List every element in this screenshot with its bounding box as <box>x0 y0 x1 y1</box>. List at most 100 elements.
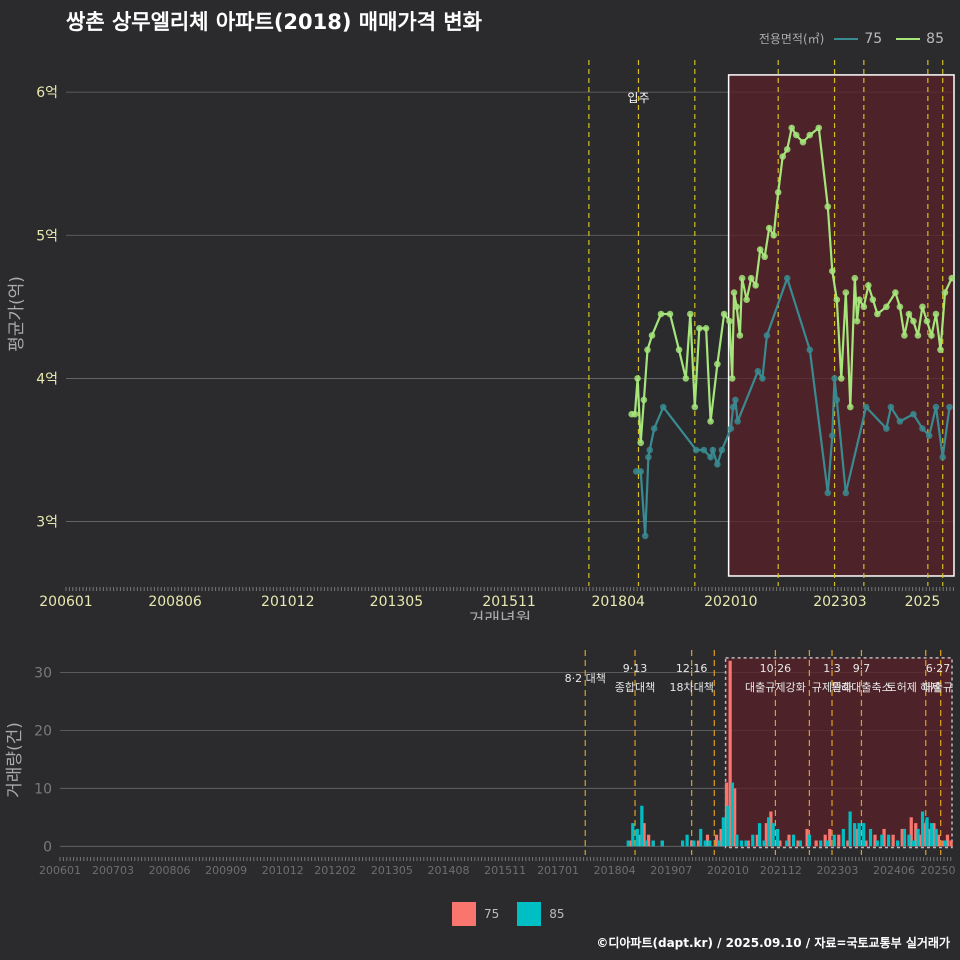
vol-x-tick-label-16: 20250 <box>921 864 956 877</box>
vol-x-tick-label-5: 201202 <box>314 864 356 877</box>
bar-85-31 <box>825 840 830 847</box>
point-75-28 <box>883 425 890 432</box>
point-85-65 <box>948 274 956 282</box>
bar-85-6 <box>660 840 664 847</box>
point-85-57 <box>910 317 917 325</box>
vol-y-axis-title: 거래량(건) <box>5 722 25 798</box>
point-85-24 <box>743 296 750 303</box>
legend-box-label-75: 75 <box>484 907 500 921</box>
bar-85-25 <box>776 828 780 847</box>
vol-x-tick-label-15: 202406 <box>873 864 915 877</box>
point-75-21 <box>806 346 814 354</box>
legend-bottom: 75 85 <box>452 902 583 926</box>
point-85-1 <box>631 410 639 418</box>
annotation-4-0: 1·3 <box>823 662 841 675</box>
vol-x-tick-label-2: 200806 <box>149 864 191 877</box>
bar-75-37 <box>927 828 931 847</box>
bar-85-9 <box>692 840 696 847</box>
price-chart: 3억 4억 5억 6억 입주 200601 200806 201012 201305 201511… <box>7 60 956 620</box>
bar-75-32 <box>900 828 904 847</box>
annotation-3-1: 대출규제강화 <box>745 681 806 694</box>
point-75-17 <box>754 367 762 375</box>
move-in-label: 입주 <box>627 91 649 105</box>
bar-85-32 <box>832 834 836 847</box>
bar-75-35 <box>918 834 922 847</box>
bar-75-22 <box>814 840 818 847</box>
bar-75-41 <box>945 834 950 847</box>
bar-85-45 <box>911 840 916 847</box>
bar-75-40 <box>941 840 945 847</box>
legend-top: 전용면적(㎡) 75 85 <box>759 30 952 47</box>
bar-75-13 <box>733 788 737 847</box>
point-85-47 <box>856 296 863 303</box>
point-75-12 <box>718 446 726 454</box>
point-75-18 <box>759 375 766 382</box>
point-75-4 <box>646 446 654 454</box>
bar-75-18 <box>778 840 782 847</box>
bar-75-34 <box>914 823 918 847</box>
point-85-7 <box>657 310 665 318</box>
annotation-6-1: 토허제 해제 <box>886 680 940 694</box>
point-85-15 <box>707 418 714 425</box>
bar-85-4 <box>644 840 648 847</box>
bar-85-36 <box>857 823 861 847</box>
bar-85-48 <box>925 817 929 847</box>
bar-85-5 <box>651 840 655 847</box>
point-75-30 <box>896 418 904 425</box>
point-85-16 <box>714 360 721 368</box>
point-75-2 <box>641 532 649 540</box>
x-tick-label-8: 2025 <box>905 594 941 610</box>
point-85-31 <box>774 189 782 196</box>
vol-x-tick-label-1: 200703 <box>92 864 134 877</box>
x-tick-label-3: 201305 <box>370 594 423 610</box>
point-85-58 <box>914 332 922 339</box>
point-85-49 <box>865 282 872 289</box>
bar-75-25 <box>837 834 841 847</box>
bar-85-41 <box>887 834 891 847</box>
point-85-25 <box>747 274 755 282</box>
point-75-11 <box>714 461 721 468</box>
bar-85-16 <box>730 782 734 847</box>
footer-credit: ©디아파트(dapt.kr) / 2025.09.10 / 자료=국토교통부 실… <box>596 936 950 950</box>
bar-75-26 <box>846 840 850 847</box>
point-75-31 <box>910 410 917 418</box>
point-85-33 <box>783 146 791 153</box>
point-85-54 <box>896 303 904 311</box>
vol-x-tick-label-12: 202010 <box>707 864 749 877</box>
bar-75-10 <box>719 828 723 847</box>
point-75-19 <box>763 332 771 339</box>
point-85-39 <box>824 203 832 210</box>
point-75-23 <box>828 432 836 439</box>
annotation-2-0: 12·16 <box>676 662 708 675</box>
bar-85-18 <box>739 840 744 847</box>
point-85-37 <box>806 131 814 139</box>
bar-75-21 <box>805 828 809 847</box>
bar-85-33 <box>841 828 845 847</box>
point-75-1 <box>637 468 645 475</box>
vol-x-tick-label-13: 202112 <box>760 864 802 877</box>
point-85-60 <box>923 317 931 325</box>
y-axis-title: 평균가(억) <box>7 276 27 352</box>
vol-x-tick-label-3: 200909 <box>205 864 247 877</box>
bar-85-51 <box>943 840 947 847</box>
bar-85-8 <box>685 834 689 847</box>
point-75-5 <box>650 425 658 432</box>
bar-85-46 <box>916 828 920 847</box>
annotation-2-1: 18차대책 <box>669 681 713 694</box>
point-85-61 <box>928 332 935 339</box>
bar-75-20 <box>796 840 800 847</box>
vol-x-tick-label-6: 201305 <box>371 864 413 877</box>
point-85-27 <box>756 246 764 253</box>
point-85-23 <box>738 274 746 282</box>
volume-chart: 0 10 20 30 8·2 대책 9·13 종합대책 12·16 18차대책 10·26 대출규제… <box>5 650 956 877</box>
point-85-3 <box>637 439 645 447</box>
page-title: 쌍촌 상무엘리체 아파트(2018) 매매가격 변화 <box>66 10 483 34</box>
bar-85-39 <box>875 840 879 847</box>
annotation-5-0: 9·7 <box>853 662 871 675</box>
annotation-4-1: 규제완화 <box>812 681 852 694</box>
point-85-30 <box>770 231 777 239</box>
bar-75-19 <box>787 834 791 847</box>
annotation-0-0: 8·2 대책 <box>565 672 606 685</box>
point-85-46 <box>853 317 861 325</box>
point-75-25 <box>833 396 841 404</box>
